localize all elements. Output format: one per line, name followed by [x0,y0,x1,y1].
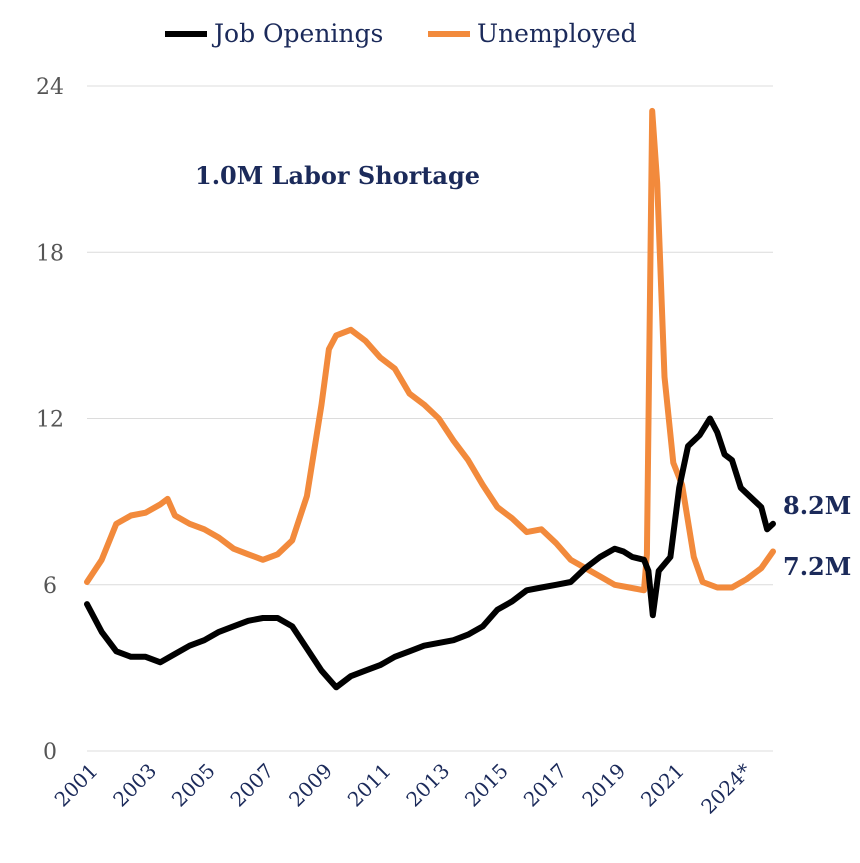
y-tick-label: 24 [36,75,64,100]
labor-shortage-annotation: 1.0M Labor Shortage [195,161,480,190]
x-tick-label: 2015 [460,759,513,812]
y-tick-label: 18 [36,241,64,266]
x-tick-label: 2017 [519,759,572,812]
x-tick-label: 2019 [577,759,630,812]
series-line-job-openings [84,415,776,691]
y-tick-label: 0 [43,740,57,765]
gridlines [87,85,773,752]
x-tick-label: 2021 [636,759,689,812]
legend-label-unemployed: Unemployed [477,19,637,48]
x-tick-label: 2011 [343,759,396,812]
y-tick-label: 12 [36,408,64,433]
x-tick-label: 2007 [225,759,278,812]
x-tick-label: 2013 [401,759,454,812]
series-line-unemployed [84,107,776,594]
y-axis-ticks: 0 6 12 18 24 [36,75,64,765]
legend: Job Openings Unemployed [165,19,637,48]
end-label-job-openings: 8.2M [783,491,851,520]
x-tick-label: 2009 [284,759,337,812]
legend-label-job-openings: Job Openings [211,19,383,48]
series-lines [84,107,776,691]
x-tick-label: 2024* [696,759,756,819]
y-tick-label: 6 [43,574,57,599]
x-tick-label: 2005 [167,759,220,812]
end-label-unemployed: 7.2M [783,552,851,581]
x-tick-label: 2001 [50,759,103,812]
x-axis-ticks: 2001 2003 2005 2007 2009 2011 2013 2015 2017 2019… [50,759,757,819]
x-tick-label: 2003 [108,759,161,812]
